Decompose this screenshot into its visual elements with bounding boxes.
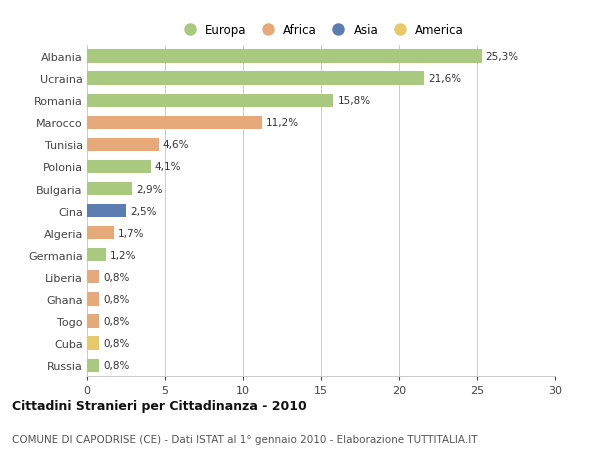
Bar (87, 359, 100, 372)
Bar (87, 293, 100, 306)
Bar (87, 315, 100, 328)
Text: 0,8%: 0,8% (103, 294, 130, 304)
Text: Cittadini Stranieri per Cittadinanza - 2010: Cittadini Stranieri per Cittadinanza - 2… (12, 399, 307, 412)
Text: 25,3%: 25,3% (485, 52, 519, 62)
Bar (87, 50, 482, 63)
Bar (87, 73, 424, 85)
Text: 4,6%: 4,6% (163, 140, 189, 150)
Bar (87, 249, 106, 262)
Bar (87, 227, 113, 240)
Text: 2,9%: 2,9% (136, 184, 163, 194)
Text: 15,8%: 15,8% (337, 96, 371, 106)
Bar (87, 117, 262, 129)
Bar (87, 337, 100, 350)
Text: 0,8%: 0,8% (103, 360, 130, 370)
Text: 4,1%: 4,1% (155, 162, 181, 172)
Bar (87, 95, 334, 107)
Legend: Europa, Africa, Asia, America: Europa, Africa, Asia, America (178, 24, 464, 37)
Text: COMUNE DI CAPODRISE (CE) - Dati ISTAT al 1° gennaio 2010 - Elaborazione TUTTITAL: COMUNE DI CAPODRISE (CE) - Dati ISTAT al… (12, 434, 478, 444)
Text: 2,5%: 2,5% (130, 206, 157, 216)
Text: 0,8%: 0,8% (103, 272, 130, 282)
Bar (87, 205, 126, 218)
Bar (87, 183, 132, 196)
Text: 21,6%: 21,6% (428, 74, 461, 84)
Text: 0,8%: 0,8% (103, 316, 130, 326)
Text: 1,2%: 1,2% (110, 250, 136, 260)
Bar (87, 139, 159, 151)
Text: 0,8%: 0,8% (103, 338, 130, 348)
Bar (87, 271, 100, 284)
Bar (87, 161, 151, 174)
Text: 1,7%: 1,7% (118, 228, 144, 238)
Text: 11,2%: 11,2% (266, 118, 299, 128)
